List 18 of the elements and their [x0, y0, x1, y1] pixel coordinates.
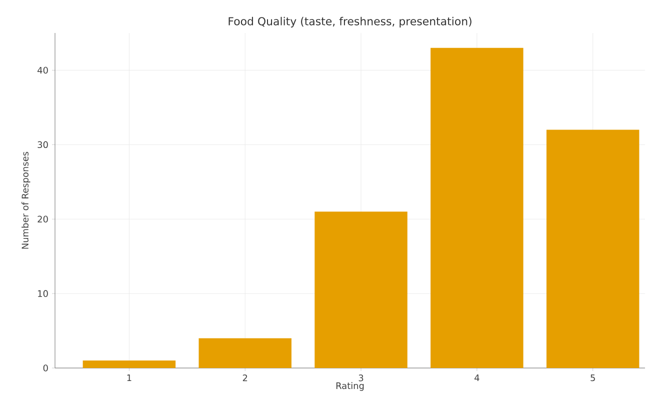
- bar: [198, 338, 292, 368]
- bar: [314, 212, 408, 368]
- bar: [430, 48, 524, 368]
- x-tick-label: 3: [358, 374, 364, 382]
- x-tick-label: 5: [590, 374, 595, 382]
- y-tick-label: 0: [43, 364, 48, 372]
- y-tick-label: 20: [38, 216, 48, 222]
- bar: [82, 360, 176, 368]
- y-axis-title: Number of Responses: [22, 152, 30, 249]
- x-tick-label: 1: [127, 374, 132, 382]
- bar: [546, 130, 640, 368]
- y-tick-label: 10: [38, 290, 48, 297]
- y-tick-label: 40: [38, 66, 48, 74]
- x-tick-label: 4: [474, 374, 480, 382]
- chart-title: Food Quality (taste, freshness, presentation): [228, 16, 472, 28]
- x-tick-label: 2: [242, 374, 248, 382]
- x-axis-title: Rating: [336, 382, 364, 391]
- y-tick-label: 30: [38, 141, 48, 148]
